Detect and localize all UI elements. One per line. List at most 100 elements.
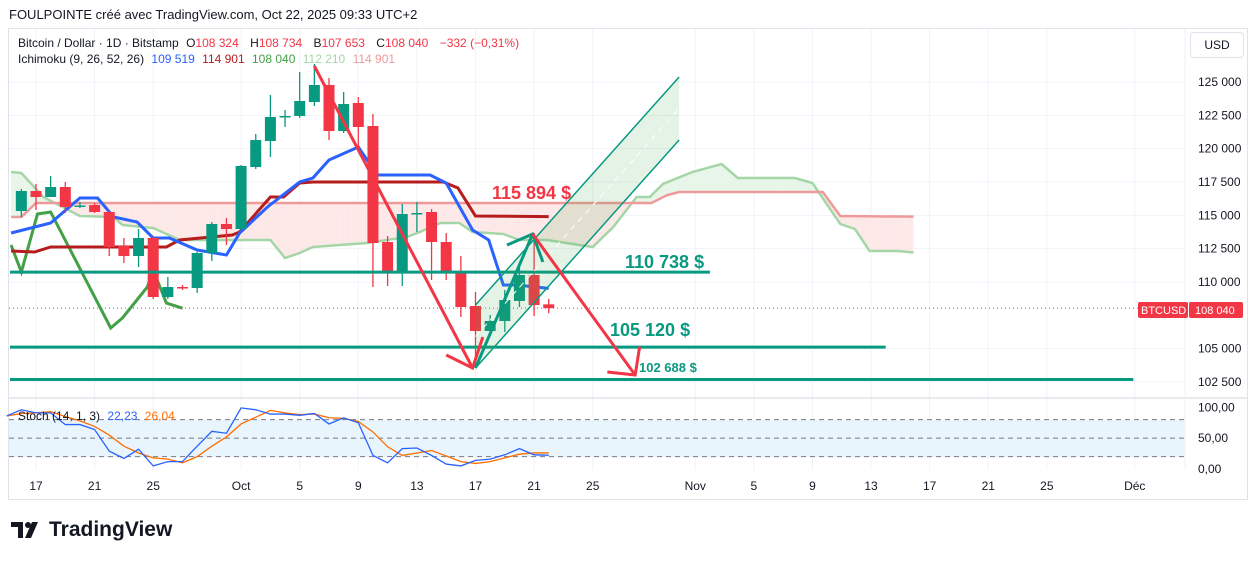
stoch-d-line bbox=[6, 409, 549, 465]
cloud-segment bbox=[571, 203, 576, 245]
cloud-segment bbox=[344, 203, 349, 245]
cloud-segment bbox=[523, 203, 528, 240]
candle-down bbox=[30, 191, 42, 197]
cloud-segment bbox=[692, 171, 696, 192]
cloud-segment bbox=[84, 203, 89, 217]
candle-down bbox=[440, 242, 452, 273]
cloud-segment bbox=[11, 172, 15, 217]
cloud-segment bbox=[871, 216, 876, 251]
cloud-segment bbox=[860, 216, 865, 244]
cloud-segment bbox=[494, 203, 499, 234]
cloud-segment bbox=[282, 203, 286, 258]
price-tag-value: 108 040 bbox=[1195, 305, 1235, 317]
cloud-segment bbox=[267, 203, 272, 241]
cloud-segment bbox=[739, 178, 744, 192]
candle-down bbox=[323, 85, 335, 131]
cloud-segment bbox=[443, 203, 447, 223]
candle-down bbox=[103, 212, 115, 247]
stoch-tick-label: 100,00 bbox=[1198, 400, 1235, 414]
cloud-segment bbox=[278, 203, 283, 255]
candle-down bbox=[528, 275, 540, 305]
cloud-segment bbox=[765, 178, 770, 192]
senkou-a-value: 112 210 bbox=[302, 52, 346, 66]
cloud-segment bbox=[761, 178, 766, 192]
candle-down bbox=[177, 287, 188, 289]
candle-down bbox=[382, 242, 394, 273]
cloud-segment bbox=[311, 203, 316, 248]
candle-down bbox=[89, 205, 101, 212]
cloud-segment bbox=[578, 203, 583, 246]
chikou-line bbox=[9, 210, 183, 331]
cloud-segment bbox=[183, 203, 187, 240]
cloud-segment bbox=[315, 203, 319, 247]
cloud-segment bbox=[527, 203, 532, 240]
cloud-segment bbox=[897, 216, 902, 252]
cloud-segment bbox=[699, 169, 704, 192]
cloud-segment bbox=[80, 203, 85, 217]
date-tick-label: 13 bbox=[410, 479, 424, 493]
cloud-segment bbox=[674, 178, 678, 194]
cloud-segment bbox=[516, 203, 521, 240]
cloud-segment bbox=[611, 203, 616, 229]
candle-up bbox=[264, 117, 276, 141]
cloud-segment bbox=[337, 203, 341, 246]
date-tick-label: Nov bbox=[685, 479, 706, 493]
green-arrow-up-shaft bbox=[474, 233, 535, 369]
kijun-line bbox=[11, 180, 549, 254]
cloud-segment bbox=[498, 203, 502, 234]
candle-down bbox=[220, 224, 232, 229]
candle-down bbox=[118, 246, 130, 256]
candle-down bbox=[352, 103, 364, 127]
cloud-segment bbox=[142, 203, 147, 228]
stoch-name: Stoch (14, 1, 3) bbox=[18, 409, 101, 423]
candle-up bbox=[45, 187, 57, 197]
axes: 17 21 25 Oct 5 9 13 17 21 25 Nov 5 9 13 17 21 25 Déc 125 0… bbox=[29, 75, 1241, 493]
cloud-segment bbox=[164, 203, 169, 235]
cloud-segment bbox=[153, 203, 158, 230]
chikou-value: 108 040 bbox=[252, 52, 296, 66]
cloud-segment bbox=[410, 203, 414, 236]
cloud-segment bbox=[714, 165, 718, 192]
symbol-legend[interactable]: Bitcoin / Dollar · 1D · Bitstamp O108 32… bbox=[18, 36, 523, 50]
cloud-segment bbox=[575, 203, 579, 245]
cloud-segment bbox=[340, 203, 345, 245]
price-tick-label: 112 500 bbox=[1198, 242, 1241, 256]
candle-up bbox=[15, 191, 27, 211]
cloud-segment bbox=[663, 182, 667, 198]
cloud-segment bbox=[560, 203, 565, 243]
cloud-segment bbox=[589, 203, 594, 247]
date-tick-label: 13 bbox=[864, 479, 878, 493]
cloud-segment bbox=[520, 203, 524, 240]
currency-button[interactable]: USD bbox=[1190, 32, 1244, 58]
cloud-segment bbox=[197, 203, 202, 240]
candle-up bbox=[308, 85, 320, 102]
candle-up bbox=[250, 140, 262, 167]
tenkan-value: 109 519 bbox=[151, 52, 195, 66]
cloud-segment bbox=[893, 216, 898, 251]
cloud-segment bbox=[329, 203, 334, 246]
cloud-segment bbox=[769, 178, 773, 192]
channel-mid-line bbox=[475, 108, 680, 337]
cloud-segment bbox=[750, 178, 755, 192]
cloud-segment bbox=[391, 203, 396, 240]
cloud-segment bbox=[501, 203, 506, 235]
cloud-segment bbox=[483, 203, 488, 233]
candle-up bbox=[294, 101, 306, 116]
cloud-segment bbox=[439, 203, 444, 224]
cloud-segment bbox=[545, 203, 550, 241]
cloud-segment bbox=[263, 203, 268, 240]
cloud-segment bbox=[846, 216, 850, 228]
candle-up bbox=[513, 275, 525, 301]
stoch-legend[interactable]: Stoch (14, 1, 3) 22,23 26,04 bbox=[18, 409, 179, 423]
cloud-segment bbox=[908, 216, 913, 253]
cloud-segment bbox=[681, 175, 685, 192]
ichimoku-legend[interactable]: Ichimoku (9, 26, 52, 26) 109 519 114 901… bbox=[18, 52, 399, 66]
tradingview-logo[interactable]: TradingView bbox=[11, 518, 172, 542]
level-label-105120: 105 120 $ bbox=[610, 320, 690, 340]
cloud-segment bbox=[666, 181, 671, 196]
cloud-segment bbox=[454, 203, 458, 223]
change-value: −332 (−0,31%) bbox=[439, 36, 520, 50]
channel-lower-line bbox=[474, 139, 680, 369]
cloud-segment bbox=[641, 197, 645, 203]
